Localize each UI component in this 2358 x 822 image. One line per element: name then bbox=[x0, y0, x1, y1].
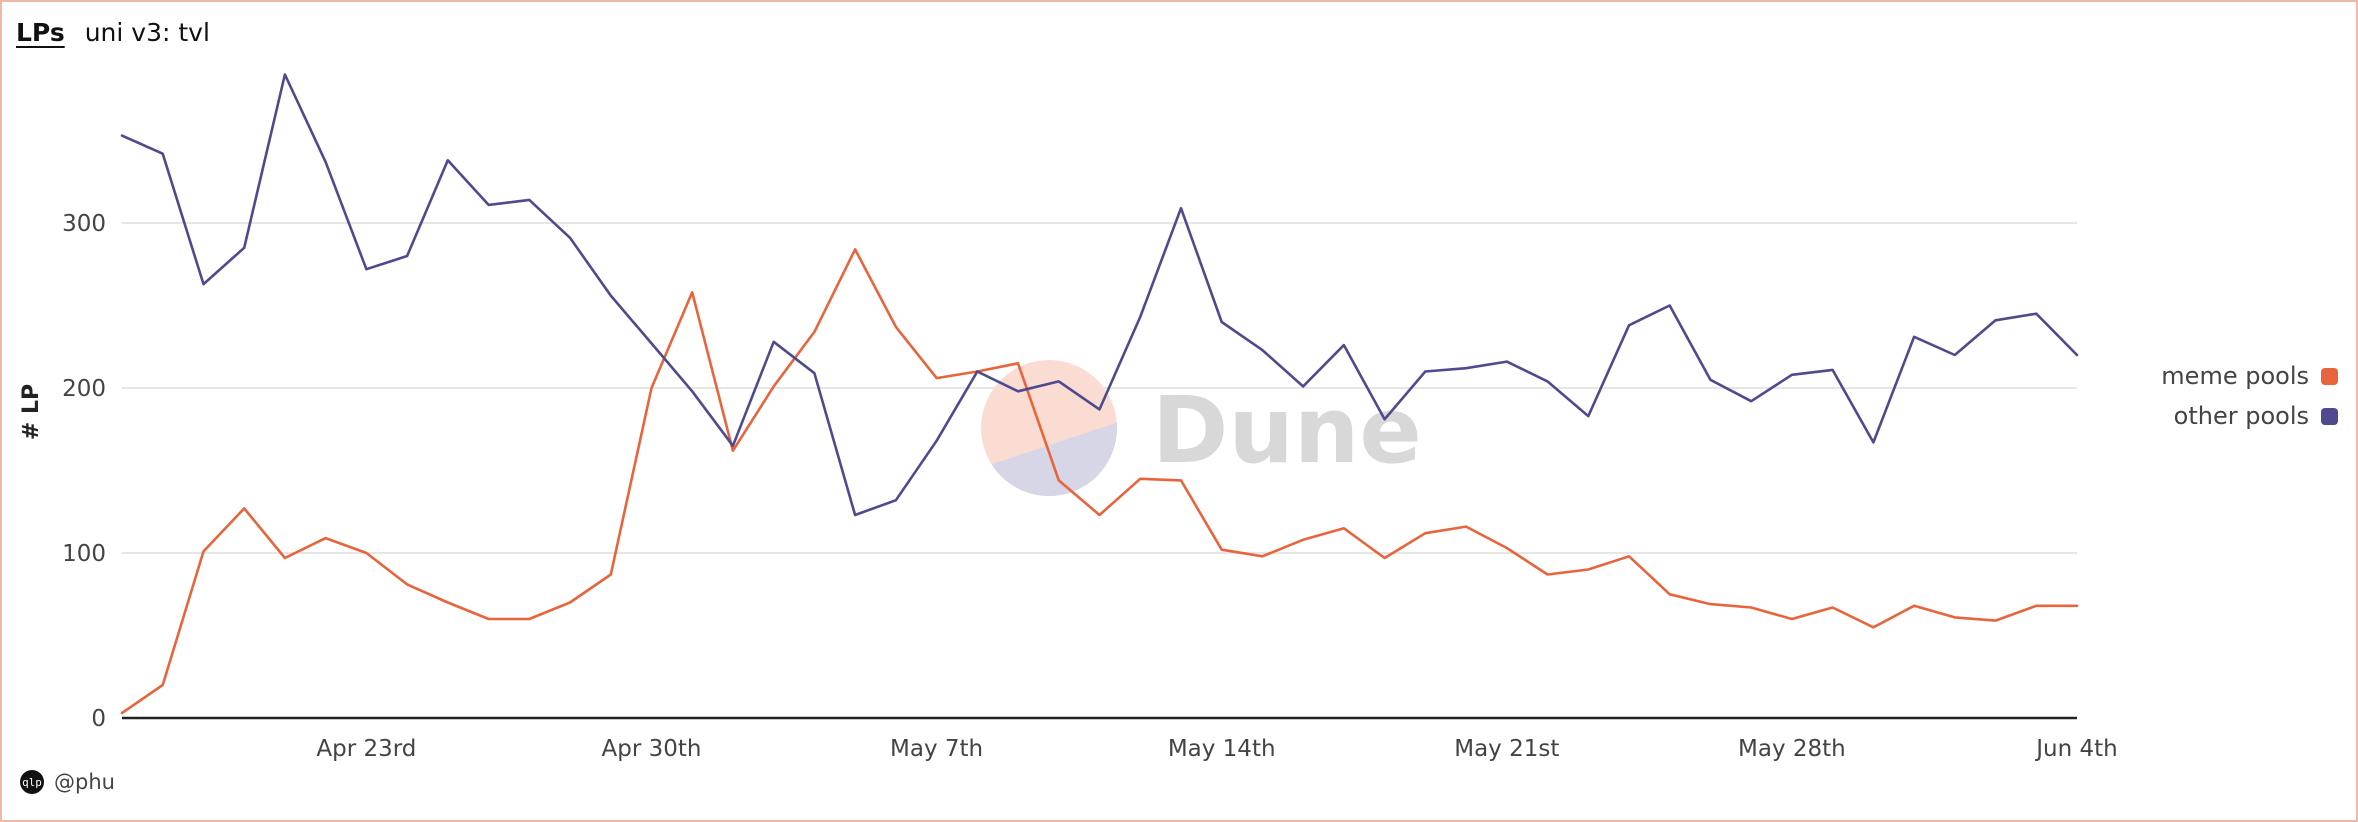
chart-legend: meme pools other pools bbox=[2161, 362, 2338, 430]
tab-lps[interactable]: LPs bbox=[16, 18, 65, 47]
y-tick-label: 100 bbox=[62, 541, 106, 567]
x-tick-label: May 14th bbox=[1168, 736, 1276, 762]
x-tick-label: Apr 30th bbox=[601, 736, 701, 762]
chart-title: uni v3: tvl bbox=[84, 18, 210, 47]
x-tick-label: May 21st bbox=[1454, 736, 1559, 762]
dune-watermark: Dune bbox=[981, 360, 1422, 496]
legend-item-meme-pools[interactable]: meme pools bbox=[2161, 362, 2338, 390]
legend-label: meme pools bbox=[2161, 362, 2309, 390]
x-tick-label: May 28th bbox=[1738, 736, 1846, 762]
legend-swatch bbox=[2321, 367, 2338, 385]
legend-swatch bbox=[2321, 407, 2338, 425]
author-handle: @phu bbox=[54, 770, 115, 794]
y-axis-ticks: 0 100 200 300 bbox=[62, 211, 106, 732]
series-lines bbox=[120, 73, 2079, 715]
legend-item-other-pools[interactable]: other pools bbox=[2174, 402, 2338, 430]
legend-label: other pools bbox=[2173, 402, 2309, 430]
x-axis-ticks: Apr 23rd Apr 30th May 7th May 14th May 21st M… bbox=[316, 736, 2117, 762]
chart-header: LPs uni v3: tvl bbox=[16, 18, 210, 47]
other-pools-line bbox=[120, 73, 2079, 517]
y-tick-label: 300 bbox=[62, 211, 106, 237]
y-tick-label: 0 bbox=[91, 706, 106, 732]
x-tick-label: Apr 23rd bbox=[316, 736, 416, 762]
x-tick-label: May 7th bbox=[890, 736, 983, 762]
author-credit[interactable]: qlp @phu bbox=[20, 770, 115, 794]
avatar: qlp bbox=[20, 770, 44, 794]
x-tick-label: Jun 4th bbox=[2034, 736, 2117, 762]
watermark-text: Dune bbox=[1152, 377, 1422, 484]
dune-logo-icon bbox=[981, 360, 1117, 496]
y-axis-title: # LP bbox=[19, 384, 44, 440]
y-tick-label: 200 bbox=[62, 376, 106, 402]
meme-pools-line bbox=[120, 248, 2079, 715]
